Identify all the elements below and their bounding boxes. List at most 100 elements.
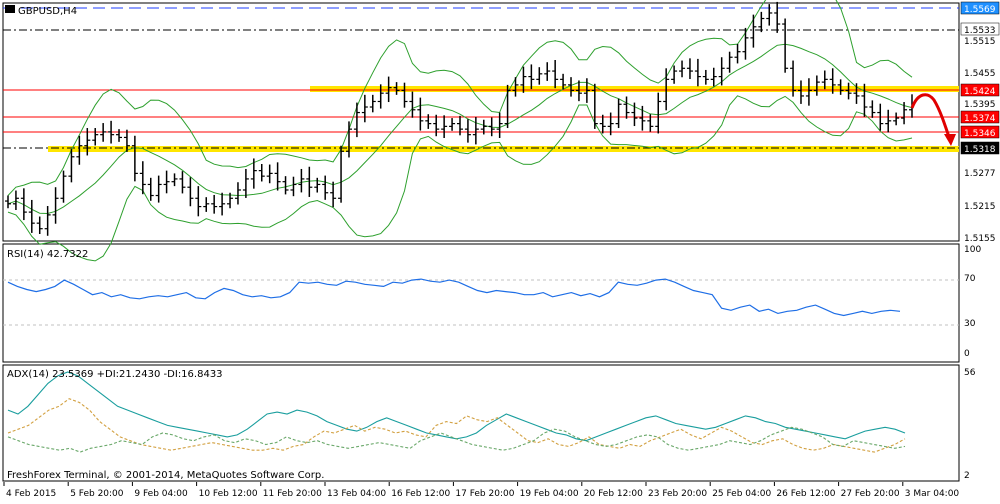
price-bar	[116, 129, 123, 142]
price-bar	[536, 67, 543, 85]
price-bar	[631, 102, 638, 127]
price-bar	[195, 186, 202, 217]
price-scale-box	[960, 110, 1000, 124]
price-bar	[845, 82, 852, 100]
price-bar	[12, 190, 19, 211]
price-scale-label: 1.5424	[964, 87, 996, 97]
price-bar	[758, 11, 765, 33]
price-scale-box	[960, 1, 1000, 15]
price-bar	[282, 176, 289, 195]
price-bar	[417, 97, 424, 131]
price-scale-box	[960, 83, 1000, 97]
forecast-arrow-path	[910, 93, 952, 141]
price-bar	[750, 14, 757, 48]
price-bar	[583, 78, 590, 103]
minus-di-line	[7, 426, 906, 453]
bollinger-lower	[7, 95, 913, 262]
price-bar	[472, 116, 479, 145]
price-bar	[893, 112, 900, 126]
price-bar	[84, 128, 91, 156]
adx-pane-frame	[2, 364, 960, 482]
price-bar	[639, 105, 646, 131]
price-bar	[718, 57, 725, 86]
price-bar	[377, 84, 384, 109]
price-bar	[457, 115, 463, 136]
price-bar	[782, 18, 789, 73]
price-bar	[338, 145, 345, 203]
price-bar	[829, 68, 836, 94]
price-bar	[147, 177, 154, 201]
copyright-text: FreshForex Terminal, © 2001-2014, MetaQu…	[7, 470, 324, 481]
price-bar	[821, 70, 828, 90]
price-bar	[266, 164, 273, 184]
rsi-scale-label: 30	[964, 319, 976, 329]
rsi-line	[7, 278, 901, 317]
price-bar	[330, 181, 337, 208]
rsi-label: RSI(14) 42.7322	[7, 249, 88, 260]
price-bar	[353, 102, 360, 138]
price-bar	[663, 68, 670, 111]
price-bar	[877, 103, 884, 131]
price-bar	[60, 170, 67, 203]
adx-scale[interactable]: 56 2	[964, 368, 976, 481]
price-scale-label: 1.5374	[964, 114, 996, 124]
price-bar	[425, 114, 432, 129]
adx-scale-label: 56	[964, 368, 976, 378]
price-bar	[575, 80, 582, 102]
price-bar	[805, 78, 812, 106]
price-bar	[480, 119, 487, 135]
rsi-scale-label: 0	[964, 349, 970, 359]
price-bar	[885, 109, 892, 133]
time-axis-label: 4 Feb 2015	[6, 489, 56, 499]
bollinger-middle	[7, 43, 913, 215]
time-axis-label: 5 Feb 20:00	[70, 489, 124, 499]
price-bar	[92, 128, 99, 146]
adx-label: ADX(14) 23.5369 +DI:21.2430 -DI:16.8433	[7, 369, 223, 380]
time-axis-label: 17 Feb 20:00	[455, 489, 514, 499]
price-bar	[36, 216, 43, 235]
price-bar	[258, 163, 265, 182]
price-bar	[464, 119, 471, 143]
price-bar	[449, 118, 456, 131]
price-scale-label: 1.5455	[964, 69, 996, 79]
price-scale-label: 1.5395	[964, 100, 996, 110]
price-bar	[345, 121, 352, 158]
adx-series	[7, 371, 906, 453]
price-bar	[211, 194, 218, 214]
price-bar	[314, 177, 321, 193]
price-bar	[123, 129, 130, 152]
price-bar	[234, 182, 241, 205]
bollinger-upper	[7, 0, 913, 196]
rsi-scale[interactable]: 100 70 30 0	[964, 245, 981, 359]
price-scale-box	[960, 22, 1000, 36]
price-bar	[766, 4, 773, 26]
time-axis[interactable]: 4 Feb 2015 5 Feb 20:00 9 Feb 04:00 10 Feb 1…	[3, 482, 959, 499]
main-pane-frame	[2, 2, 960, 242]
price-scale-box	[960, 125, 1000, 139]
price-scale-label: 1.5215	[964, 202, 996, 212]
price-bar	[131, 135, 138, 182]
plus-di-line	[7, 398, 906, 453]
rsi-scale-label: 100	[964, 245, 981, 255]
rsi-pane-frame	[2, 243, 960, 363]
price-bar	[298, 168, 305, 193]
price-bar	[369, 94, 376, 113]
price-bar	[68, 149, 75, 183]
price-bar	[861, 83, 868, 117]
price-bar	[155, 175, 162, 203]
price-bar	[76, 135, 83, 165]
adx-scale-label: 2	[964, 471, 970, 481]
price-bar	[163, 170, 170, 194]
price-bar	[242, 168, 249, 198]
price-bar	[671, 65, 678, 84]
price-bar	[322, 175, 329, 200]
price-bar	[734, 43, 741, 64]
price-bar	[108, 120, 115, 144]
price-bar	[28, 199, 35, 233]
price-bar	[901, 102, 908, 125]
time-axis-label: 20 Feb 12:00	[584, 489, 643, 499]
price-bar	[647, 114, 654, 132]
